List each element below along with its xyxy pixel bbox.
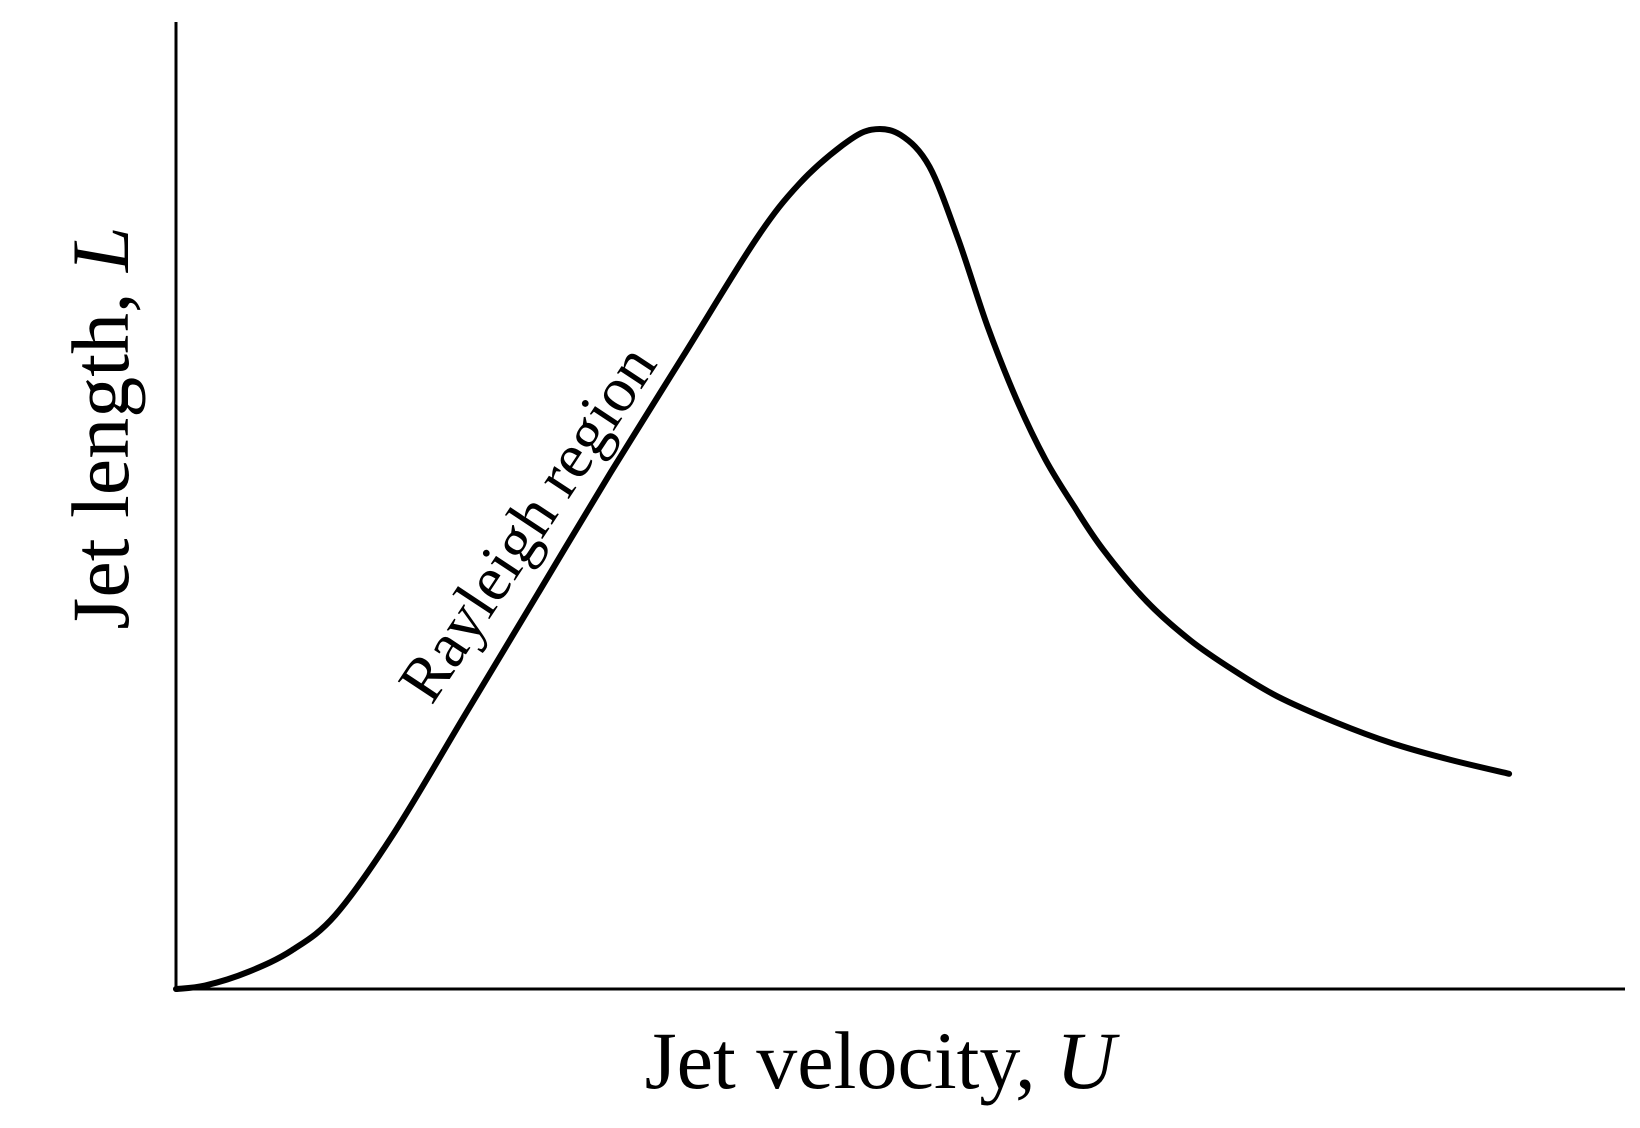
x-axis-title: Jet velocity, U	[645, 1015, 1120, 1106]
series-line	[173, 125, 1513, 992]
x-axis-title-separator: ,	[1015, 1015, 1056, 1106]
y-axis-symbol: L	[55, 226, 146, 273]
y-axis-title-text: Jet length	[55, 313, 146, 630]
annotation-rayleigh-region: Rayleigh region	[384, 332, 670, 714]
y-axis-title-separator: ,	[55, 272, 146, 313]
x-axis-symbol: U	[1056, 1015, 1120, 1106]
x-axis-title-text: Jet velocity	[645, 1015, 1021, 1106]
y-axis-title: Jet length, L	[55, 226, 146, 629]
